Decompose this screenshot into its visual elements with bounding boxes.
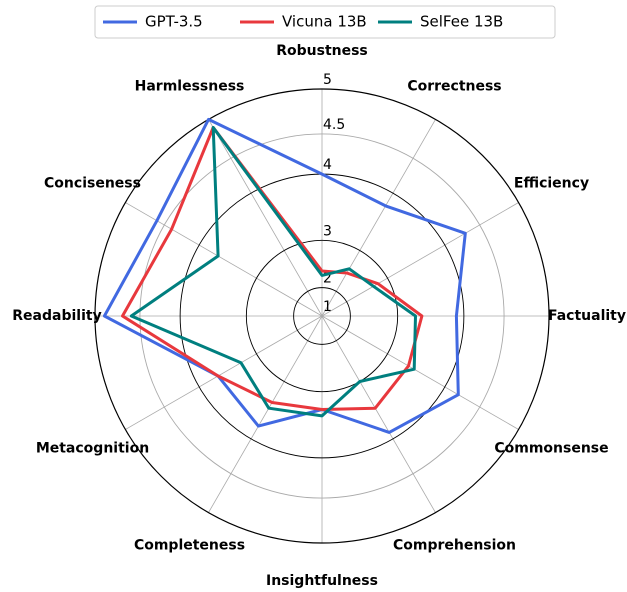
category-label: Robustness [276,43,368,59]
series-line [129,126,417,418]
category-label: Commonsense [494,441,608,457]
category-label: Readability [12,308,101,324]
spoke [321,119,436,317]
r-tick-label: 5 [323,72,332,88]
spoke [208,315,323,513]
category-label: Insightfulness [266,573,378,589]
legend-box [94,5,556,39]
grid-circle [245,239,399,393]
legend-label: SelFee 13B [420,13,503,31]
spoke [125,315,323,430]
category-label: Correctness [407,79,501,95]
r-tick-label: 1 [323,299,332,315]
category-label: Factuality [548,308,626,324]
category-label: Comprehension [393,537,516,553]
grid-circle [139,133,505,499]
spoke [208,119,323,317]
grid-circle [94,88,550,544]
r-tick-label: 2 [323,271,332,287]
spoke [321,315,436,513]
grid-circle [293,287,351,345]
legend-label: Vicuna 13B [282,13,367,31]
spoke [321,315,519,430]
category-label: Metacognition [36,441,149,457]
category-label: Efficiency [514,176,589,192]
category-label: Harmlessness [135,79,245,95]
series-line [102,117,467,434]
r-tick-label: 4 [323,157,332,173]
series-line [121,126,424,411]
category-label: Conciseness [44,176,141,192]
r-tick-label: 4.5 [323,117,345,133]
r-tick-label: 3 [323,223,332,239]
category-label: Completeness [134,537,245,553]
legend-label: GPT-3.5 [145,13,203,31]
spoke [321,202,519,317]
